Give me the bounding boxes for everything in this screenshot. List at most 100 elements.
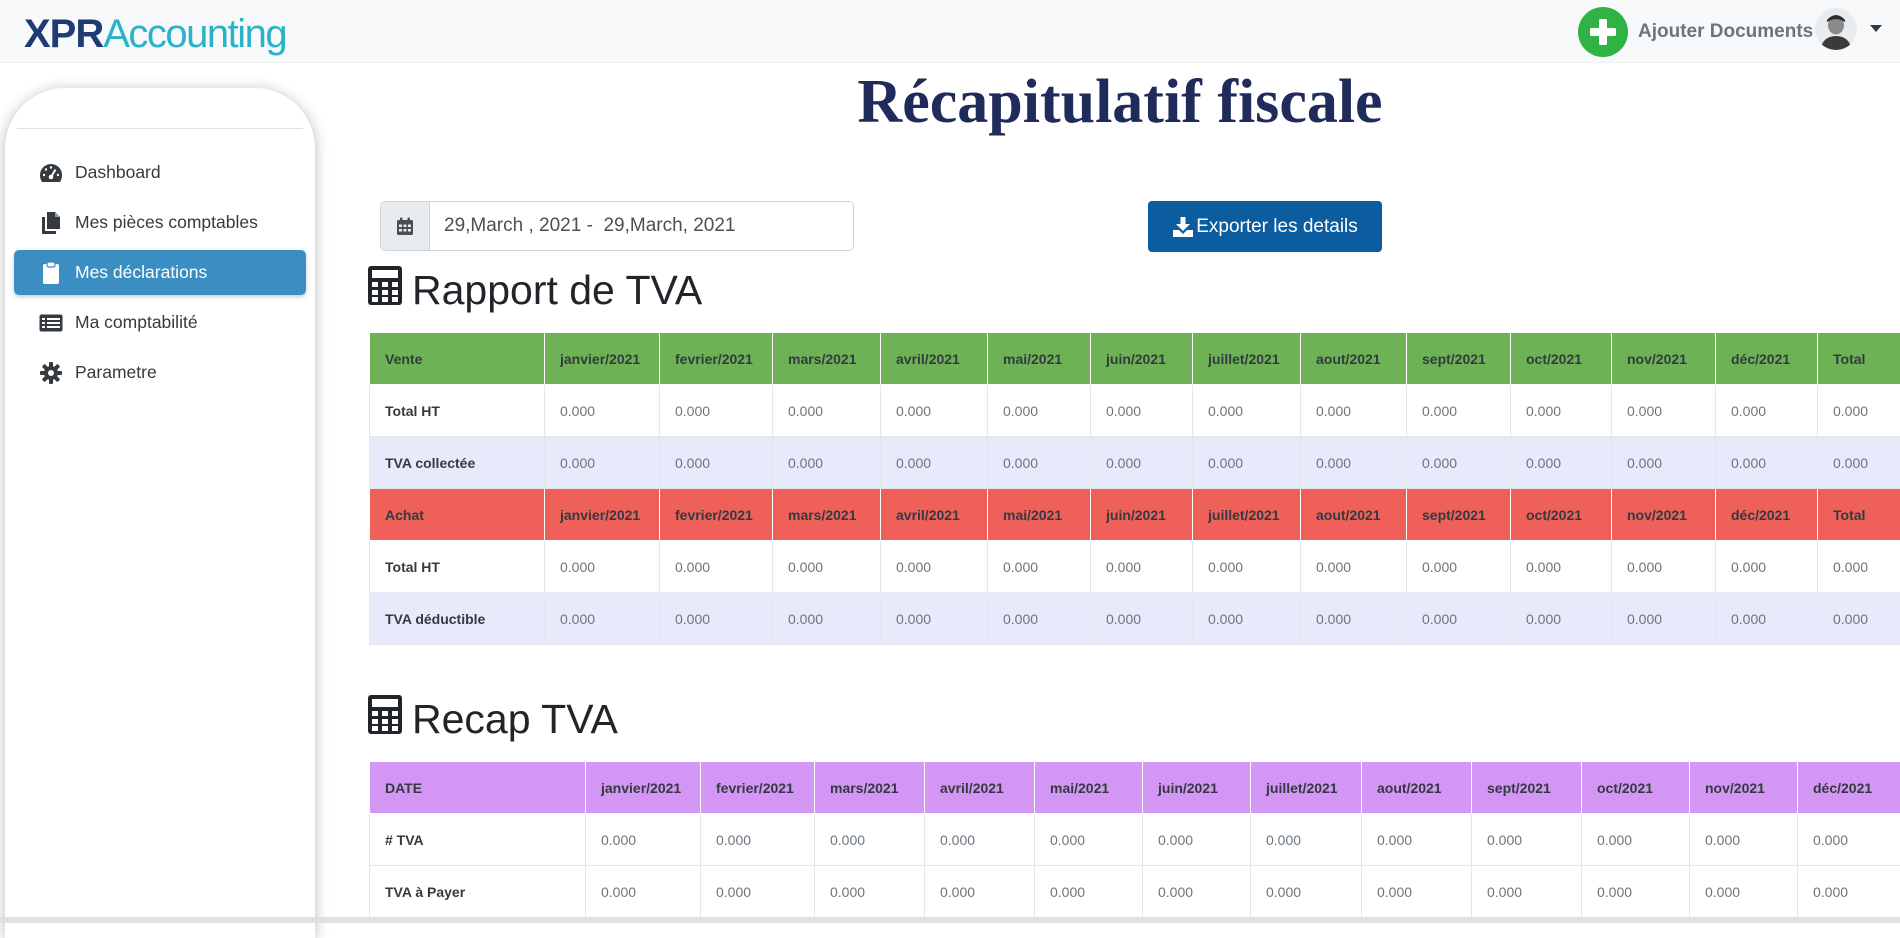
column-header: nov/2021 xyxy=(1612,333,1716,385)
column-header: janvier/2021 xyxy=(586,762,701,814)
table-cell: 0.000 xyxy=(1511,593,1612,645)
table-cell: 0.000 xyxy=(1582,814,1690,866)
copy-icon xyxy=(39,211,63,235)
date-range-input[interactable] xyxy=(430,202,853,250)
table-cell: 0.000 xyxy=(881,593,988,645)
table-cell: 0.000 xyxy=(925,814,1035,866)
column-header: sept/2021 xyxy=(1407,333,1511,385)
section-heading-recap-tva: Recap TVA xyxy=(368,695,618,744)
date-range-picker[interactable] xyxy=(380,201,854,251)
sidebar-nav: Dashboard Mes pièces comptables Mes décl… xyxy=(14,150,306,400)
export-details-button[interactable]: Exporter les details xyxy=(1148,201,1382,252)
table-cell: 0.000 xyxy=(1716,541,1818,593)
table-cell: 0.000 xyxy=(988,385,1091,437)
column-header: juin/2021 xyxy=(1091,489,1193,541)
table-cell: 0.000 xyxy=(773,541,881,593)
table-cell: 0.000 xyxy=(1035,866,1143,918)
column-header: déc/2021 xyxy=(1716,333,1818,385)
section-title: Recap TVA xyxy=(412,696,618,743)
table-cell: 0.000 xyxy=(1035,814,1143,866)
sidebar-divider xyxy=(17,128,303,129)
column-header: juin/2021 xyxy=(1091,333,1193,385)
table-cell: 0.000 xyxy=(701,866,815,918)
gear-icon xyxy=(39,361,63,385)
row-label: Total HT xyxy=(370,385,545,437)
table-cell: 0.000 xyxy=(988,437,1091,489)
table-cell: 0.000 xyxy=(1612,437,1716,489)
chevron-down-icon[interactable] xyxy=(1870,25,1882,32)
row-label: TVA déductible xyxy=(370,593,545,645)
column-header: oct/2021 xyxy=(1511,489,1612,541)
table-cell: 0.000 xyxy=(545,593,660,645)
table-cell: 0.000 xyxy=(1193,385,1301,437)
column-header: Total xyxy=(1818,333,1900,385)
table-cell: 0.000 xyxy=(545,385,660,437)
add-documents-button[interactable]: Ajouter Documents xyxy=(1578,7,1813,57)
table-cell: 0.000 xyxy=(1612,593,1716,645)
table-cell: 0.000 xyxy=(586,814,701,866)
column-header: mars/2021 xyxy=(773,489,881,541)
app-logo[interactable]: XPRAccounting xyxy=(24,9,286,59)
calculator-icon xyxy=(368,695,402,744)
sidebar-item-label: Mes déclarations xyxy=(75,262,207,283)
table-cell: 0.000 xyxy=(925,866,1035,918)
column-header: fevrier/2021 xyxy=(660,333,773,385)
sidebar-item-dashboard[interactable]: Dashboard xyxy=(14,150,306,195)
table-cell: 0.000 xyxy=(1301,385,1407,437)
table-cell: 0.000 xyxy=(1301,593,1407,645)
table-cell: 0.000 xyxy=(1301,541,1407,593)
column-header: DATE xyxy=(370,762,586,814)
add-documents-label[interactable]: Ajouter Documents xyxy=(1638,21,1813,43)
table-cell: 0.000 xyxy=(1193,437,1301,489)
user-avatar[interactable] xyxy=(1815,8,1857,50)
sidebar-item-declarations[interactable]: Mes déclarations xyxy=(14,250,306,295)
table-cell: 0.000 xyxy=(1511,437,1612,489)
table-cell: 0.000 xyxy=(1511,541,1612,593)
calculator-icon xyxy=(368,266,402,315)
column-header: fevrier/2021 xyxy=(701,762,815,814)
table-cell: 0.000 xyxy=(773,385,881,437)
table-cell: 0.000 xyxy=(1716,593,1818,645)
column-header: avril/2021 xyxy=(881,333,988,385)
table-cell: 0.000 xyxy=(1818,541,1900,593)
column-header: fevrier/2021 xyxy=(660,489,773,541)
row-label: TVA à Payer xyxy=(370,866,586,918)
column-header: aout/2021 xyxy=(1301,333,1407,385)
download-icon xyxy=(1172,217,1194,237)
table-cell: 0.000 xyxy=(1690,814,1798,866)
logo-strong-text: XPR xyxy=(24,12,103,56)
horizontal-scrollbar[interactable] xyxy=(0,917,1900,923)
sidebar-item-parametre[interactable]: Parametre xyxy=(14,350,306,395)
table-cell: 0.000 xyxy=(1091,593,1193,645)
row-label: # TVA xyxy=(370,814,586,866)
column-header: mai/2021 xyxy=(1035,762,1143,814)
table-cell: 0.000 xyxy=(660,593,773,645)
table-cell: 0.000 xyxy=(815,814,925,866)
table-cell: 0.000 xyxy=(881,437,988,489)
table-cell: 0.000 xyxy=(545,437,660,489)
plus-circle-icon[interactable] xyxy=(1578,7,1628,57)
export-details-label: Exporter les details xyxy=(1196,216,1358,238)
row-label: TVA collectée xyxy=(370,437,545,489)
top-navbar: XPRAccounting Ajouter Documents xyxy=(0,0,1900,63)
column-header: sept/2021 xyxy=(1472,762,1582,814)
sidebar-item-comptabilite[interactable]: Ma comptabilité xyxy=(14,300,306,345)
column-header: avril/2021 xyxy=(881,489,988,541)
logo-light-text: Accounting xyxy=(103,12,286,56)
calendar-icon[interactable] xyxy=(381,202,430,250)
column-header: nov/2021 xyxy=(1690,762,1798,814)
clipboard-icon xyxy=(39,261,63,285)
table-cell: 0.000 xyxy=(1407,437,1511,489)
sidebar-item-pieces-comptables[interactable]: Mes pièces comptables xyxy=(14,200,306,245)
column-header: déc/2021 xyxy=(1798,762,1900,814)
section-title: Rapport de TVA xyxy=(412,267,702,314)
table-cell: 0.000 xyxy=(1251,866,1362,918)
table-cell: 0.000 xyxy=(1690,866,1798,918)
table-cell: 0.000 xyxy=(1716,385,1818,437)
column-header: janvier/2021 xyxy=(545,489,660,541)
table-cell: 0.000 xyxy=(1798,814,1900,866)
